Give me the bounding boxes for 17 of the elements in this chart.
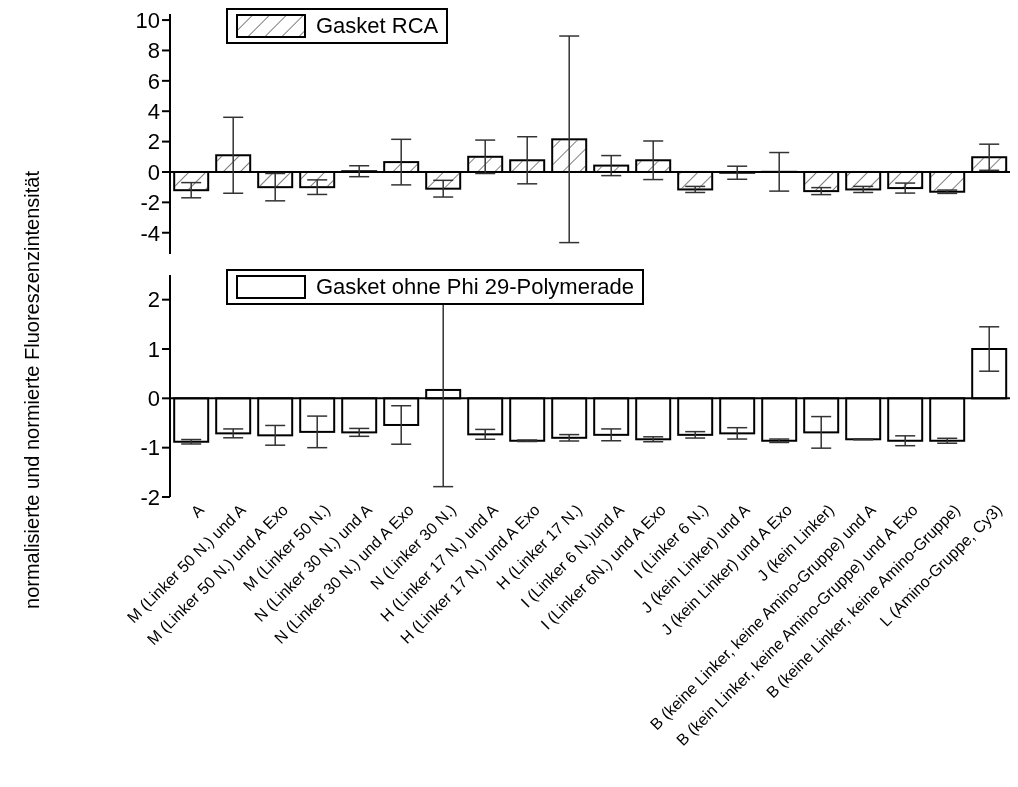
y-tick-label: -2 xyxy=(140,190,160,216)
y-tick-label: -2 xyxy=(140,484,160,510)
y-tick-label: 8 xyxy=(147,38,160,64)
y-tick-label: 10 xyxy=(135,7,160,33)
y-tick-label: 6 xyxy=(147,68,160,94)
y-tick-label: -1 xyxy=(140,435,160,461)
y-tick-label: 4 xyxy=(147,99,160,125)
y-tick-label: 2 xyxy=(147,287,160,313)
y-axis-title: normalisierte und normierte Fluoreszenzintensität xyxy=(20,171,44,609)
y-tick-label: 0 xyxy=(147,386,160,412)
x-tick-label: A xyxy=(187,500,208,521)
legend-label: Gasket RCA xyxy=(316,13,439,39)
y-tick-label: 2 xyxy=(147,129,160,155)
y-tick-label: 1 xyxy=(147,336,160,362)
y-tick-label: 0 xyxy=(147,159,160,185)
legend-label: Gasket ohne Phi 29-Polymerade xyxy=(316,274,634,300)
y-tick-label: -4 xyxy=(140,220,160,246)
